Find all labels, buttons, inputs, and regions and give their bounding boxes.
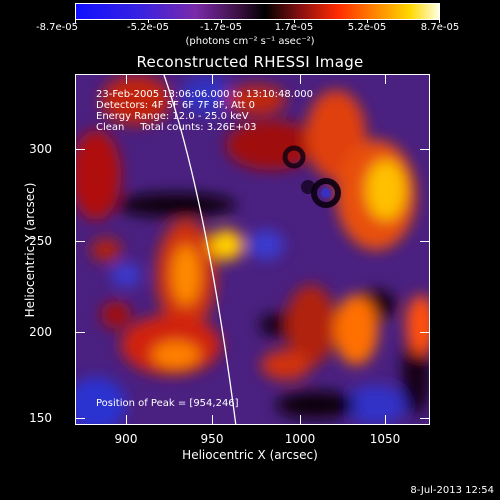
intensity-map	[76, 75, 429, 424]
colorbar-tick-6: 8.7e-05	[420, 22, 460, 33]
y-tick-label: 250	[29, 234, 52, 248]
x-tick-label: 1000	[284, 432, 316, 446]
rhessi-image: 23-Feb-2005 13:06:06.000 to 13:10:48.000…	[75, 74, 430, 425]
y-tick-label: 150	[29, 411, 52, 425]
colorbar-tick-3: -1.7e-05	[200, 22, 242, 33]
colorbar	[75, 3, 440, 20]
y-axis-label: Heliocentric Y (arcsec)	[23, 182, 37, 318]
y-tick-label: 300	[29, 142, 52, 156]
info-time-range: 23-Feb-2005 13:06:06.000 to 13:10:48.000	[96, 89, 314, 100]
x-tick-label: 1050	[369, 432, 401, 446]
footer-date: 8-Jul-2013 12:54	[410, 485, 494, 496]
x-axis-label: Heliocentric X (arcsec)	[182, 448, 318, 462]
colorbar-tick-2: -5.2e-05	[127, 22, 169, 33]
y-tick-label: 200	[29, 325, 52, 339]
colorbar-tick-4: 1.7e-05	[274, 22, 314, 33]
colorbar-units: (photons cm⁻² s⁻¹ asec⁻²)	[185, 36, 315, 47]
info-detectors: Detectors: 4F 5F 6F 7F 8F, Att 0	[96, 100, 256, 111]
x-tick-label: 900	[114, 432, 138, 446]
info-peak-position: Position of Peak = [954,246]	[96, 398, 239, 409]
colorbar-tick-1: -8.7e-05	[36, 22, 78, 33]
colorbar-tick-5: 5.2e-05	[347, 22, 387, 33]
x-tick-label: 950	[200, 432, 224, 446]
solar-limb-line	[163, 75, 237, 424]
plot-title: Reconstructed RHESSI Image	[136, 53, 364, 71]
info-total-counts: Clean Total counts: 3.26E+03	[96, 122, 257, 133]
info-energy-range: Energy Range: 12.0 - 25.0 keV	[96, 111, 249, 122]
